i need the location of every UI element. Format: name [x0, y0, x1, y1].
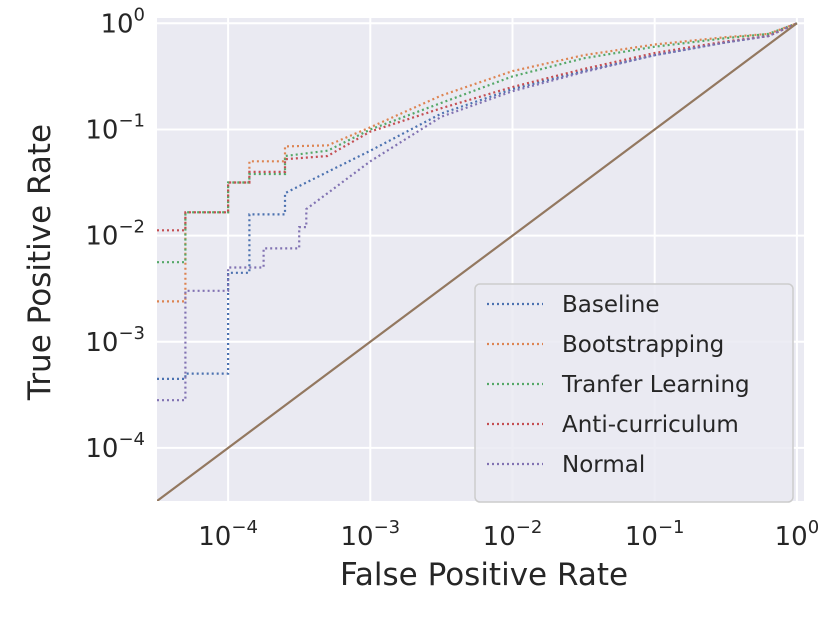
y-tick-label: 10−4 — [85, 429, 145, 464]
legend-label: Normal — [562, 452, 645, 478]
x-axis-label: False Positive Rate — [340, 557, 628, 593]
legend-label: Anti-curriculum — [562, 412, 739, 438]
legend-label: Bootstrapping — [562, 332, 724, 358]
legend-label: Tranfer Learning — [561, 372, 750, 398]
legend-label: Baseline — [562, 292, 660, 318]
legend-frame — [474, 283, 794, 503]
y-tick-label: 10−1 — [85, 110, 145, 145]
y-tick-label: 10−2 — [85, 217, 145, 252]
y-axis-label: True Positive Rate — [22, 124, 58, 401]
y-tick-label: 100 — [100, 4, 145, 39]
series-layer — [157, 22, 798, 501]
y-tick-label: 10−3 — [85, 323, 145, 358]
series-line-normal — [157, 22, 798, 402]
x-tick-label: 100 — [775, 517, 820, 552]
y-tick-labels: 100 10−1 10−2 10−3 10−4 — [85, 4, 145, 464]
legend: Baseline Bootstrapping Tranfer Learning Ant… — [474, 283, 794, 503]
x-tick-label: 10−2 — [483, 517, 543, 552]
x-tick-label: 10−1 — [625, 517, 685, 552]
series-line-anti-curriculum — [157, 22, 798, 232]
series-line-chance-diagonal — [157, 22, 798, 501]
series-line-tranfer-learning — [157, 22, 798, 264]
x-tick-labels: 10−4 10−3 10−2 10−1 100 — [198, 517, 819, 552]
series-line-bootstrapping — [157, 22, 798, 303]
x-tick-label: 10−3 — [340, 517, 400, 552]
x-tick-label: 10−4 — [198, 517, 258, 552]
